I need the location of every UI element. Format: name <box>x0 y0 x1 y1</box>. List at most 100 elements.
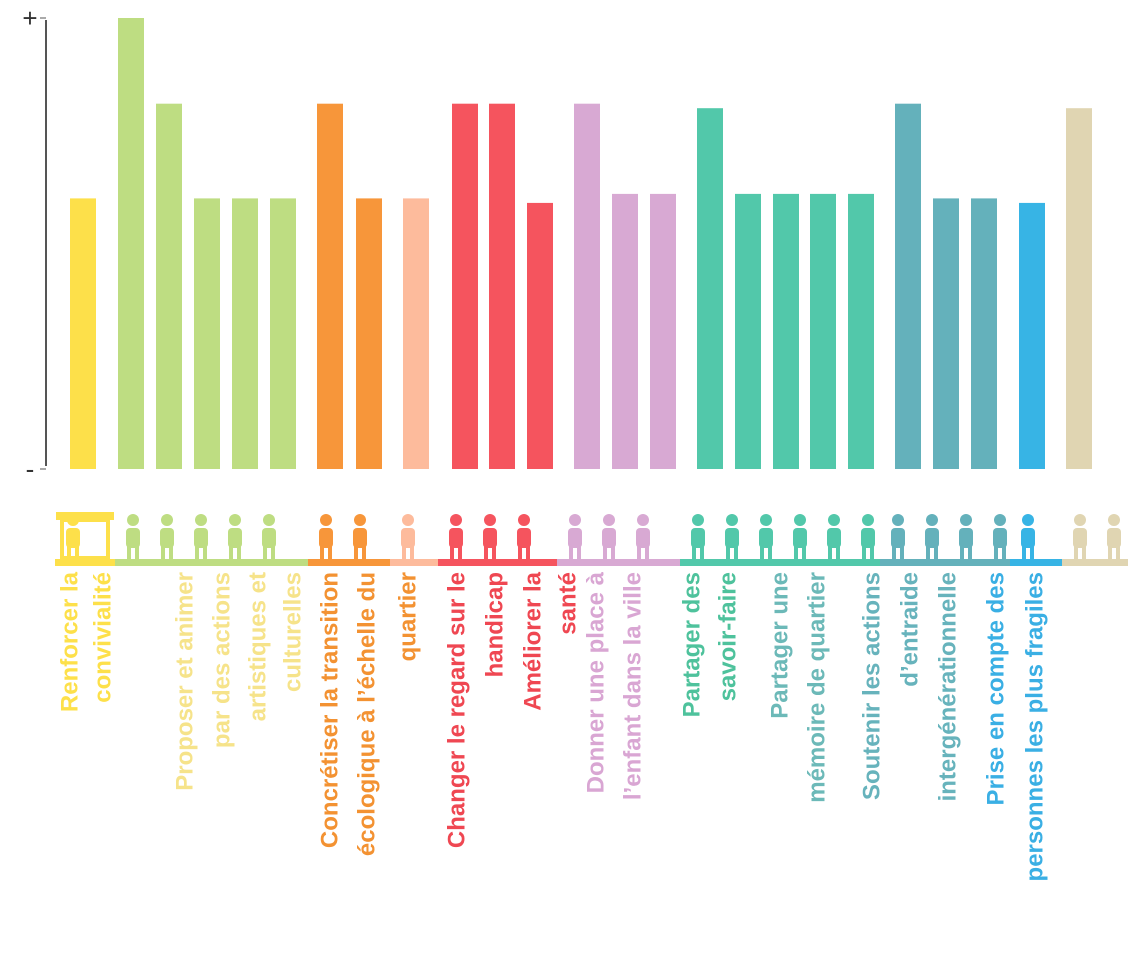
icon <box>126 528 140 548</box>
icon-band <box>308 559 390 566</box>
category-label: Renforcer la <box>57 571 84 712</box>
icon <box>891 528 905 548</box>
icon <box>960 546 964 559</box>
icon <box>726 514 738 526</box>
bar <box>527 202 553 469</box>
icon <box>492 546 496 559</box>
icon <box>1108 546 1112 559</box>
category-label: handicap <box>482 572 509 677</box>
icon <box>1082 546 1086 559</box>
icon <box>926 514 938 526</box>
icon <box>1022 546 1026 559</box>
icon <box>725 528 739 548</box>
icon <box>483 528 497 548</box>
icon <box>569 546 573 559</box>
icon <box>517 528 531 548</box>
category-label: l’enfant dans la ville <box>620 572 647 800</box>
category-label: d’entraide <box>897 572 924 687</box>
icon <box>802 546 806 559</box>
icon <box>862 546 866 559</box>
bar <box>971 198 997 469</box>
bar <box>403 198 429 469</box>
category-label: Partager des <box>679 572 706 717</box>
icon <box>194 528 208 548</box>
icon <box>794 514 806 526</box>
bar <box>70 198 96 469</box>
icon <box>1074 546 1078 559</box>
icon <box>195 546 199 559</box>
icon <box>692 546 696 559</box>
icon <box>926 546 930 559</box>
icon <box>127 514 139 526</box>
icon <box>526 546 530 559</box>
icon <box>870 546 874 559</box>
icon <box>319 528 333 548</box>
icon <box>328 546 332 559</box>
icon <box>1002 546 1006 559</box>
bar <box>156 103 182 469</box>
bar <box>194 198 220 469</box>
icon <box>237 546 241 559</box>
category-label: par des actions <box>209 572 236 748</box>
icon <box>759 528 773 548</box>
bar <box>574 103 600 469</box>
icon <box>828 546 832 559</box>
icon <box>760 546 764 559</box>
category-label: Prise en compte des <box>983 572 1010 805</box>
icon <box>320 546 324 559</box>
icon-band <box>557 559 680 566</box>
bar <box>650 193 676 469</box>
category-label: convivialité <box>90 572 117 703</box>
icon <box>1116 546 1120 559</box>
category-label: Partager une <box>767 572 794 719</box>
icon-band <box>438 559 557 566</box>
icon <box>760 514 772 526</box>
icon-band <box>1062 559 1128 566</box>
icon <box>56 512 114 520</box>
category-label: Soutenir les actions <box>859 572 886 800</box>
icon <box>861 528 875 548</box>
icon <box>637 546 641 559</box>
icon <box>1074 514 1086 526</box>
icon <box>925 528 939 548</box>
bar <box>848 193 874 469</box>
icon <box>568 528 582 548</box>
bar <box>773 193 799 469</box>
icon <box>67 546 71 559</box>
icon <box>518 546 522 559</box>
bar <box>270 198 296 469</box>
bar <box>612 193 638 469</box>
bar <box>317 103 343 469</box>
category-label: culturelles <box>280 572 307 692</box>
icon <box>1107 528 1121 548</box>
icon <box>734 546 738 559</box>
icon <box>993 528 1007 548</box>
icon-band <box>390 559 438 566</box>
icon <box>135 546 139 559</box>
icon <box>828 514 840 526</box>
icon <box>262 528 276 548</box>
bar <box>1019 202 1045 469</box>
icon <box>518 514 530 526</box>
category-label: quartier <box>395 572 422 661</box>
bar <box>895 103 921 469</box>
icon <box>836 546 840 559</box>
icon <box>75 546 79 559</box>
icon <box>320 514 332 526</box>
icon <box>127 546 131 559</box>
category-label: Changer le regard sur le <box>444 572 471 848</box>
icon <box>354 546 358 559</box>
category-label: savoir-faire <box>715 572 742 701</box>
icon <box>66 528 80 548</box>
icon <box>458 546 462 559</box>
icon <box>602 528 616 548</box>
icon <box>263 514 275 526</box>
bar <box>735 193 761 469</box>
bar <box>489 103 515 469</box>
category-label: Donner une place à <box>583 571 610 793</box>
category-label: Améliorer la <box>520 571 547 710</box>
icon <box>827 528 841 548</box>
icon <box>960 514 972 526</box>
icon <box>229 546 233 559</box>
